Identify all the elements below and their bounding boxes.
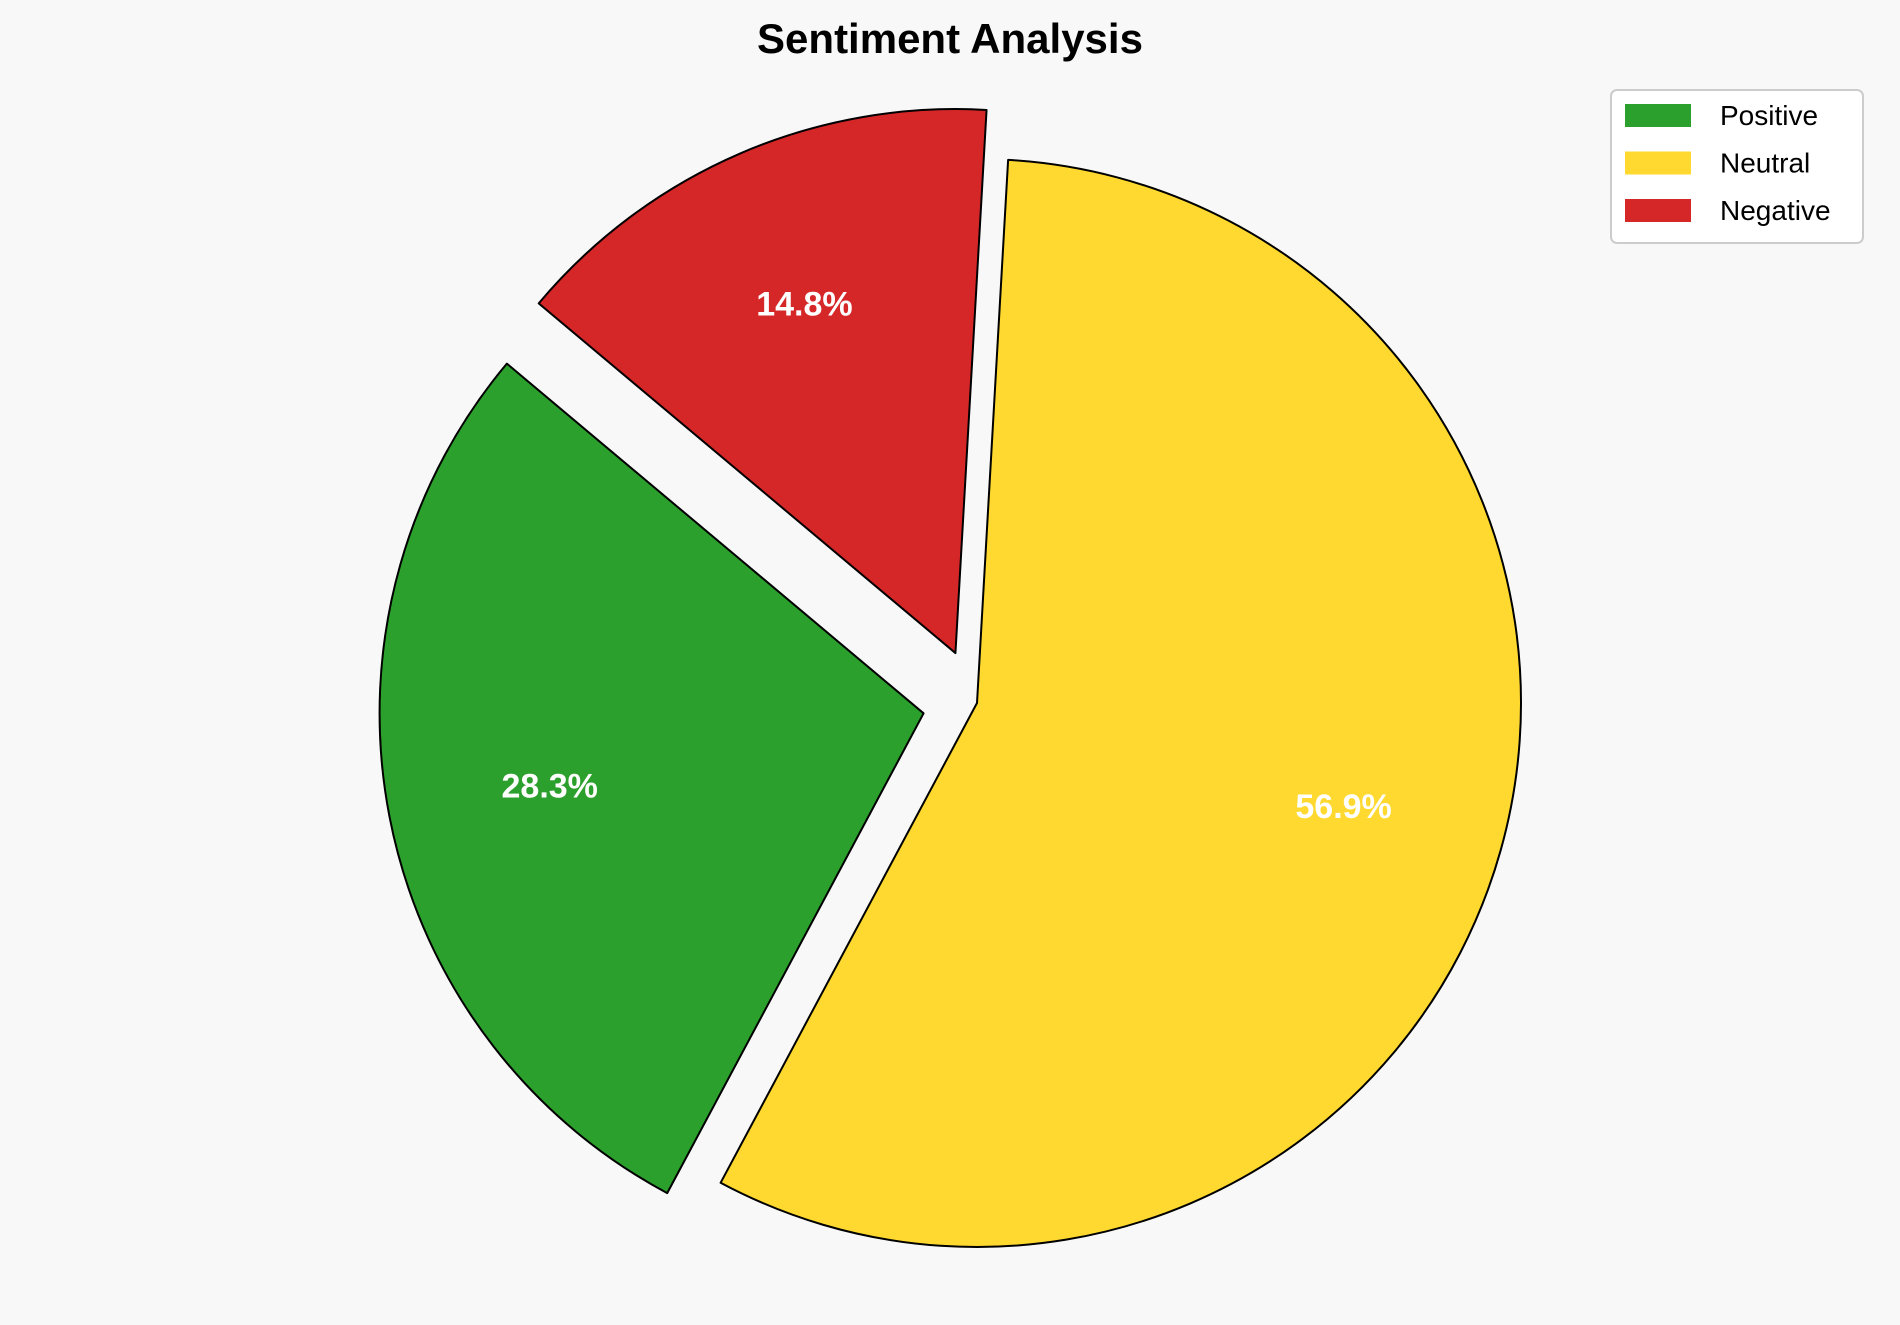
pie-labels: 28.3% 56.9% 14.8% — [502, 285, 1392, 826]
pie-slice-positive — [378, 362, 925, 1195]
pie-slice-neutral — [719, 158, 1522, 1248]
pie-label-positive: 28.3% — [502, 768, 598, 806]
legend-label-positive: Positive — [1720, 100, 1818, 131]
legend-swatch-neutral — [1625, 151, 1691, 175]
pie-label-neutral: 56.9% — [1295, 788, 1391, 826]
legend: Positive Neutral Negative — [1610, 89, 1864, 244]
chart-title: Sentiment Analysis — [757, 15, 1143, 62]
legend-swatch-positive — [1625, 104, 1691, 127]
pie-slice-negative — [537, 108, 988, 655]
legend-label-negative: Negative — [1720, 195, 1831, 226]
pie-label-negative: 14.8% — [756, 285, 852, 323]
pie-slices — [378, 108, 1522, 1248]
legend-swatch-negative — [1625, 199, 1691, 222]
legend-label-neutral: Neutral — [1720, 148, 1810, 179]
